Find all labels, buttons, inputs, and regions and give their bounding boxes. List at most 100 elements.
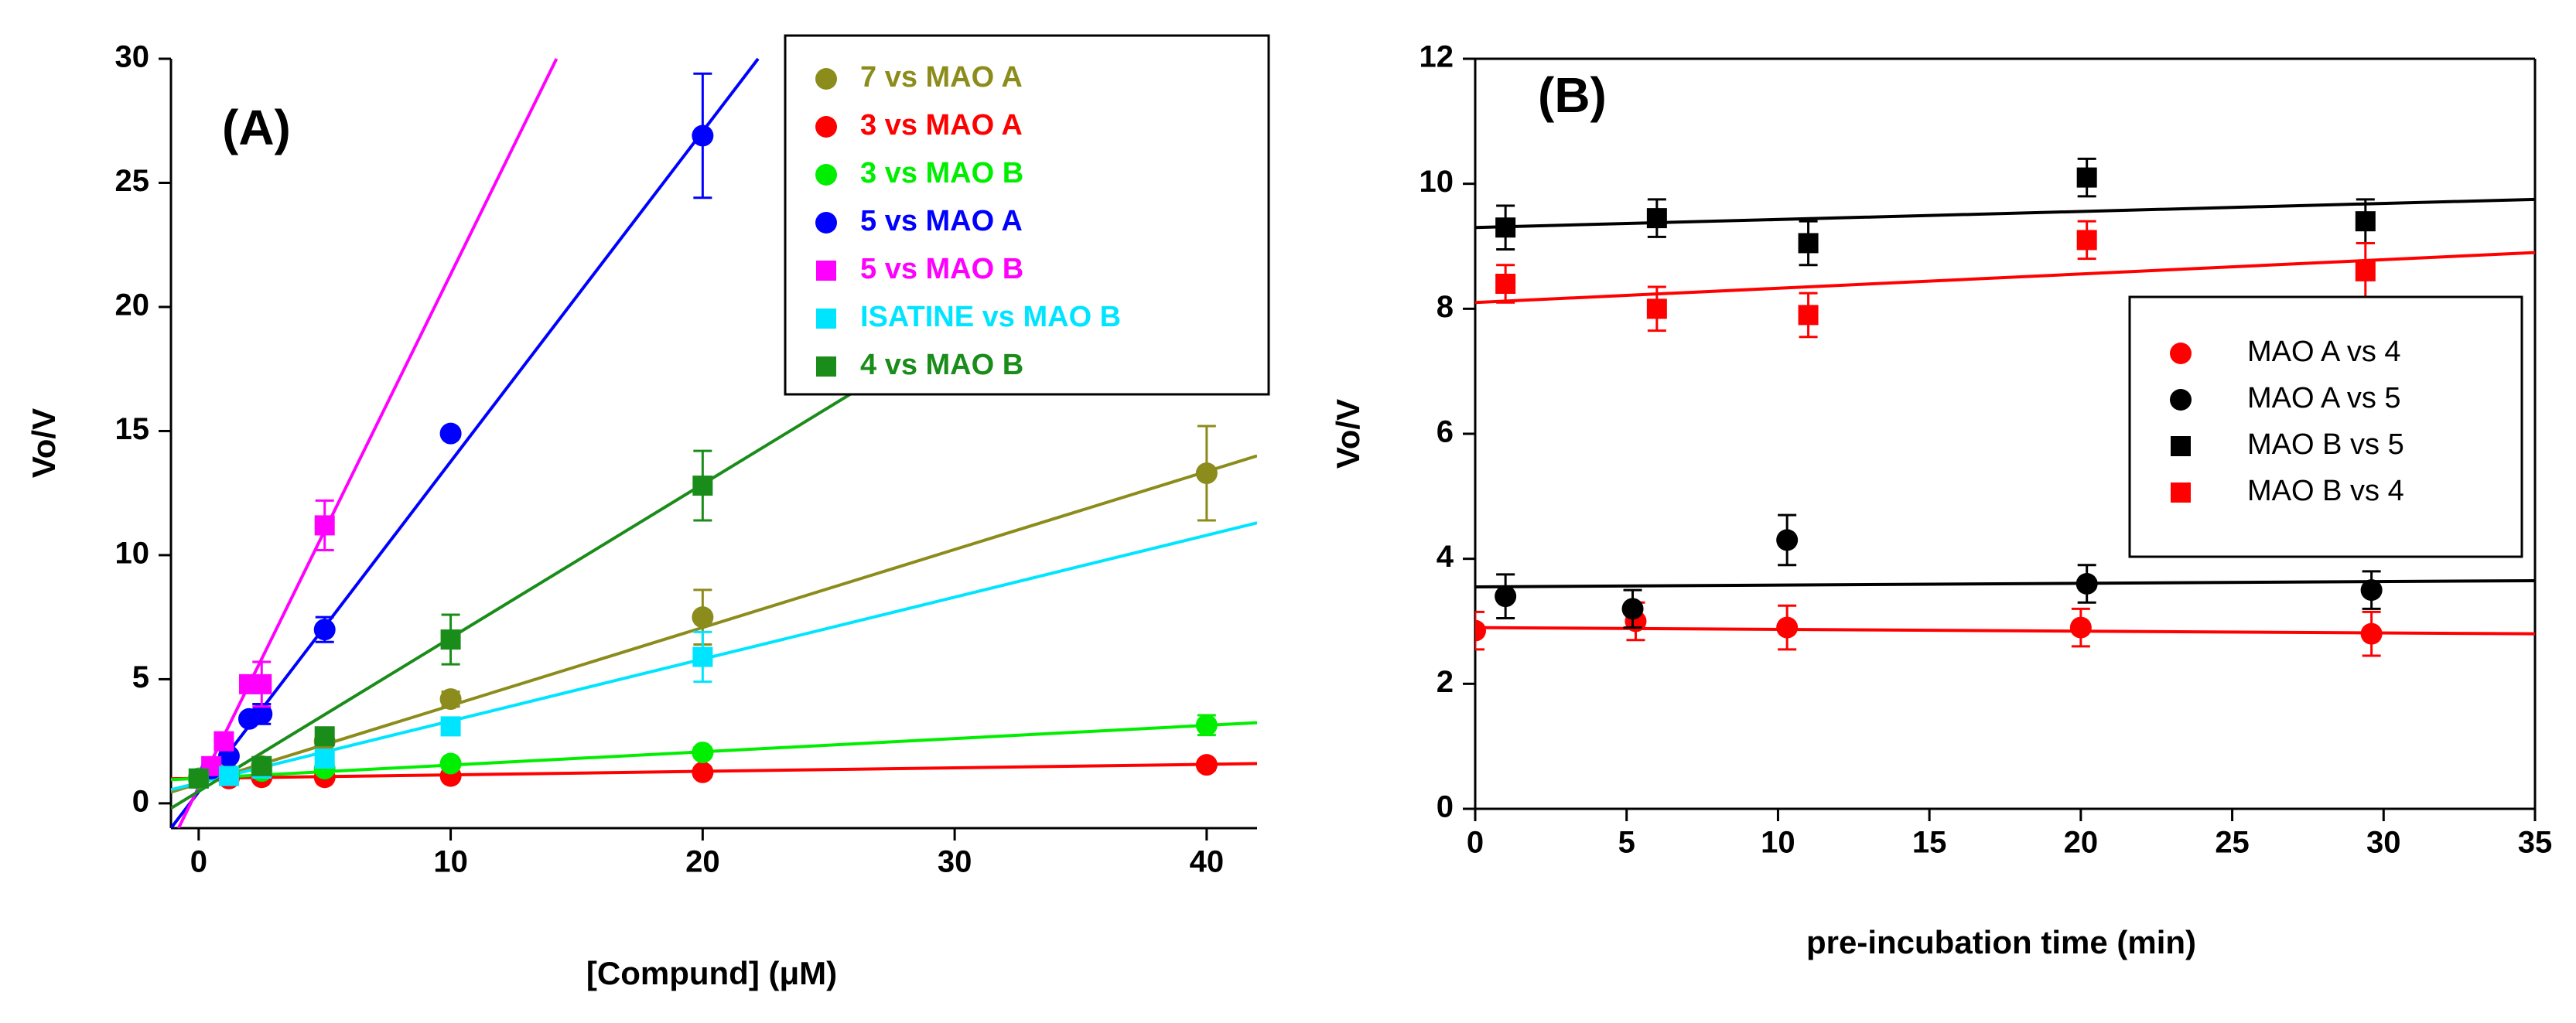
legend-marker xyxy=(2171,483,2191,503)
x-tick-label: 10 xyxy=(433,845,468,879)
data-point xyxy=(1495,274,1516,294)
y-tick-label: 0 xyxy=(1437,790,1454,824)
data-point xyxy=(1776,529,1799,551)
data-point xyxy=(251,673,272,694)
data-point xyxy=(2355,261,2376,281)
x-tick-label: 25 xyxy=(2215,826,2250,860)
y-axis-title: Vo/V xyxy=(26,408,62,478)
data-point xyxy=(692,124,714,147)
data-point xyxy=(439,688,462,711)
data-point xyxy=(1646,208,1667,229)
y-tick-label: 15 xyxy=(115,412,150,446)
data-point xyxy=(2355,211,2376,232)
fit-line xyxy=(1475,578,2535,589)
legend-marker xyxy=(816,356,836,377)
legend-label: 7 vs MAO A xyxy=(860,61,1023,94)
data-point xyxy=(2076,230,2097,251)
y-tick-label: 5 xyxy=(132,660,149,694)
y-tick-label: 30 xyxy=(115,40,150,74)
x-tick-label: 30 xyxy=(938,845,972,879)
x-tick-label: 20 xyxy=(2064,826,2099,860)
plot-area xyxy=(171,57,1257,828)
fit-line xyxy=(171,521,1257,792)
data-point xyxy=(1798,305,1819,326)
data-point xyxy=(1195,714,1218,736)
legend-label: MAO B vs 4 xyxy=(2247,475,2404,507)
data-point xyxy=(218,766,239,786)
data-point xyxy=(1495,217,1516,238)
data-point xyxy=(440,629,461,650)
data-point xyxy=(1798,233,1819,254)
plot-area xyxy=(1475,157,2535,657)
legend-marker xyxy=(2171,436,2191,456)
data-point xyxy=(188,768,209,789)
y-tick-label: 0 xyxy=(132,784,149,818)
fit-line xyxy=(171,367,893,810)
y-tick-label: 12 xyxy=(1420,40,1454,74)
x-axis-title: pre-incubation time (min) xyxy=(1806,924,2196,960)
data-point xyxy=(251,755,272,776)
legend-label: 3 vs MAO A xyxy=(860,109,1023,142)
panel-label: (A) xyxy=(222,100,291,155)
fit-line xyxy=(1475,251,2535,305)
data-point xyxy=(314,726,335,747)
data-point xyxy=(313,619,336,641)
x-tick-label: 0 xyxy=(1467,826,1484,860)
legend-label: 4 vs MAO B xyxy=(860,349,1023,381)
data-point xyxy=(2075,573,2098,595)
legend-label: MAO A vs 4 xyxy=(2247,336,2401,368)
data-point xyxy=(1646,298,1667,319)
data-point xyxy=(1195,462,1218,485)
data-point xyxy=(2076,167,2097,188)
legend-label: MAO B vs 5 xyxy=(2247,428,2404,461)
fit-line xyxy=(171,762,1257,781)
data-point xyxy=(692,761,714,783)
fit-line xyxy=(171,57,760,828)
data-point xyxy=(440,716,461,737)
y-tick-label: 25 xyxy=(115,164,150,198)
legend-label: 5 vs MAO A xyxy=(860,205,1023,237)
y-tick-label: 6 xyxy=(1437,415,1454,449)
legend-marker xyxy=(816,261,836,281)
panel-label: (B) xyxy=(1538,67,1607,123)
data-point xyxy=(214,731,234,752)
data-point xyxy=(2360,579,2383,602)
y-tick-label: 2 xyxy=(1437,665,1454,699)
y-tick-label: 4 xyxy=(1437,540,1454,574)
fit-line xyxy=(171,454,1257,794)
x-axis-title: [Compund] (μM) xyxy=(586,955,837,991)
data-point xyxy=(1776,616,1799,639)
x-tick-label: 20 xyxy=(685,845,720,879)
data-point xyxy=(1195,754,1218,776)
y-tick-label: 10 xyxy=(1420,165,1454,199)
x-tick-label: 5 xyxy=(1618,826,1635,860)
legend-box xyxy=(784,34,1270,396)
x-tick-label: 15 xyxy=(1912,826,1947,860)
y-tick-label: 10 xyxy=(115,536,150,570)
data-point xyxy=(439,752,462,775)
data-point xyxy=(692,646,713,667)
y-tick-label: 20 xyxy=(115,288,150,322)
fit-line xyxy=(1475,626,2535,636)
data-point xyxy=(1475,619,1486,642)
data-point xyxy=(251,703,273,725)
data-point xyxy=(2360,622,2383,645)
fit-line xyxy=(1475,197,2535,230)
data-point xyxy=(692,476,713,496)
legend-label: ISATINE vs MAO B xyxy=(860,301,1121,333)
y-tick-label: 8 xyxy=(1437,290,1454,324)
legend-label: 3 vs MAO B xyxy=(860,157,1023,189)
x-tick-label: 35 xyxy=(2518,826,2553,860)
legend-marker xyxy=(2170,389,2192,411)
data-point xyxy=(314,748,335,769)
legend-marker xyxy=(2170,343,2192,364)
legend-marker xyxy=(815,164,837,186)
fit-line xyxy=(171,721,1257,782)
legend-marker xyxy=(815,68,837,90)
legend-marker xyxy=(816,309,836,329)
fit-line xyxy=(176,58,559,828)
legend-marker xyxy=(815,116,837,138)
x-tick-label: 10 xyxy=(1761,826,1795,860)
data-point xyxy=(692,742,714,764)
